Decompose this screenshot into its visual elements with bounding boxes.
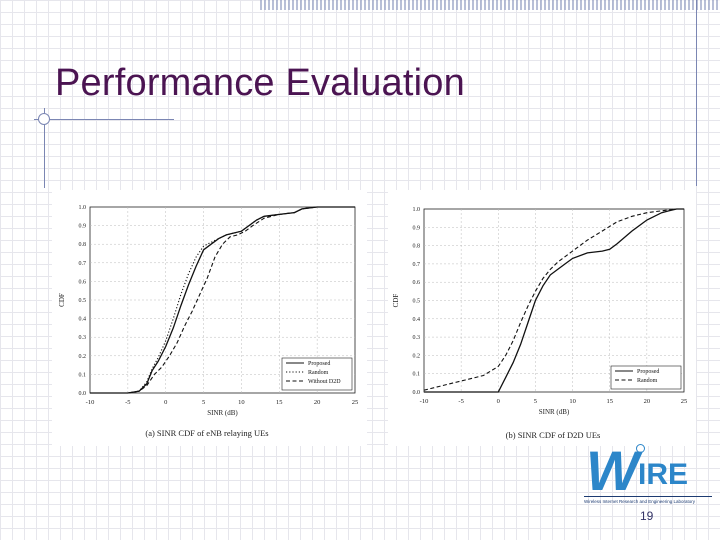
slide-title: Performance Evaluation — [55, 62, 465, 104]
title-rule-horizontal — [34, 119, 174, 120]
chart-b-x-tick-label: -10 — [420, 398, 429, 405]
logo-dot — [636, 444, 645, 453]
chart-a-x-tick-label: -5 — [125, 399, 130, 406]
chart-a-y-tick-label: 1.0 — [79, 205, 87, 211]
chart-a-y-tick-label: 0.1 — [79, 372, 87, 378]
chart-a-x-tick-label: -10 — [86, 399, 95, 406]
title-ornament-circle — [38, 113, 50, 125]
chart-a-y-tick-label: 0.6 — [79, 279, 87, 285]
chart-b-y-tick-label: 0.5 — [413, 299, 421, 305]
chart-a-caption: (a) SINR CDF of eNB relaying UEs — [145, 428, 268, 438]
chart-b-y-tick-label: 1.0 — [413, 207, 421, 213]
chart-a-x-tick-label: 0 — [164, 399, 167, 406]
figure-a: -10 -5 0 5 10 15 20 25 0.0 0.1 0.2 0.3 0.4 0.5 0.6 0.7 0… — [52, 190, 367, 446]
chart-b-y-axis-label: CDF — [392, 294, 400, 308]
decorative-right-rule — [696, 0, 697, 186]
chart-a-y-tick-label: 0.4 — [79, 317, 87, 323]
chart-b-y-tick-label: 0.4 — [413, 317, 421, 323]
logo-w-letter: W — [586, 439, 639, 502]
chart-a-x-tick-label: 15 — [276, 399, 283, 406]
logo-letters: IRE — [638, 458, 689, 491]
title-rule-vertical — [44, 108, 45, 188]
chart-a-y-tick-label: 0.7 — [79, 261, 87, 267]
chart-b-series-proposed — [424, 208, 684, 393]
decorative-top-band — [260, 0, 720, 10]
chart-b-legend-label: Random — [637, 378, 658, 384]
chart-b-x-tick-label: 0 — [497, 398, 500, 405]
chart-a-series-proposed — [90, 206, 355, 394]
chart-b-y-tick-label: 0.1 — [413, 372, 421, 378]
logo-underline — [584, 496, 712, 497]
page-number: 19 — [640, 509, 654, 523]
chart-b-x-tick-label: 10 — [569, 398, 576, 405]
chart-a-svg: -10 -5 0 5 10 15 20 25 0.0 0.1 0.2 0.3 0.4 0.5 0.6 0.7 0… — [58, 205, 359, 438]
chart-a-legend-label: Proposed — [308, 361, 330, 367]
chart-a-x-tick-label: 25 — [352, 399, 359, 406]
chart-a-y-tick-label: 0.3 — [79, 335, 87, 341]
chart-b-legend-box — [610, 365, 682, 390]
chart-a-legend-label: Random — [308, 370, 329, 376]
chart-a-x-tick-label: 20 — [314, 399, 321, 406]
chart-a-y-tick-label: 0.8 — [79, 242, 87, 248]
chart-a-x-tick-label: 10 — [238, 399, 245, 406]
chart-a-series-without-d2d — [90, 206, 355, 394]
chart-b-y-tick-label: 0.9 — [413, 225, 421, 231]
chart-b-x-tick-label: 20 — [644, 398, 651, 405]
chart-a-y-axis-label: CDF — [58, 293, 66, 307]
chart-a-legend-label: Without D2D — [308, 379, 341, 385]
chart-a-y-tick-label: 0.5 — [79, 298, 87, 304]
wire-logo: W IRE Wireless Internet Research and Eng… — [578, 436, 718, 518]
chart-b-x-tick-label: 25 — [681, 398, 688, 405]
chart-b-x-tick-label: -5 — [458, 398, 463, 405]
chart-a-x-axis-label: SINR (dB) — [207, 409, 238, 417]
chart-b-x-axis-label: SINR (dB) — [539, 408, 570, 416]
chart-b-y-tick-label: 0.0 — [413, 390, 421, 396]
chart-b-caption: (b) SINR CDF of D2D UEs — [506, 430, 601, 440]
chart-b-series-random — [423, 208, 684, 391]
chart-b-y-tick-label: 0.3 — [413, 335, 421, 341]
chart-a-y-tick-label: 0.9 — [79, 224, 87, 230]
logo-subtitle: Wireless Internet Research and Engineeri… — [584, 499, 696, 504]
chart-b-x-tick-label: 15 — [606, 398, 613, 405]
chart-b-y-tick-label: 0.8 — [413, 244, 421, 250]
chart-b-y-tick-label: 0.2 — [413, 353, 421, 359]
chart-b-x-tick-label: 5 — [534, 398, 537, 405]
chart-a-y-tick-label: 0.0 — [79, 391, 87, 397]
chart-b-legend-label: Proposed — [637, 369, 659, 375]
chart-b-svg: -10 -5 0 5 10 15 20 25 0.0 0.1 0.2 0.3 0.4 0.5 0.6 0.7 0… — [392, 207, 688, 440]
chart-b-y-tick-label: 0.6 — [413, 280, 421, 286]
chart-b-y-tick-label: 0.7 — [413, 262, 421, 268]
figure-b: -10 -5 0 5 10 15 20 25 0.0 0.1 0.2 0.3 0.4 0.5 0.6 0.7 0… — [388, 190, 696, 446]
chart-a-y-tick-label: 0.2 — [79, 354, 87, 360]
chart-a-x-tick-label: 5 — [202, 399, 205, 406]
